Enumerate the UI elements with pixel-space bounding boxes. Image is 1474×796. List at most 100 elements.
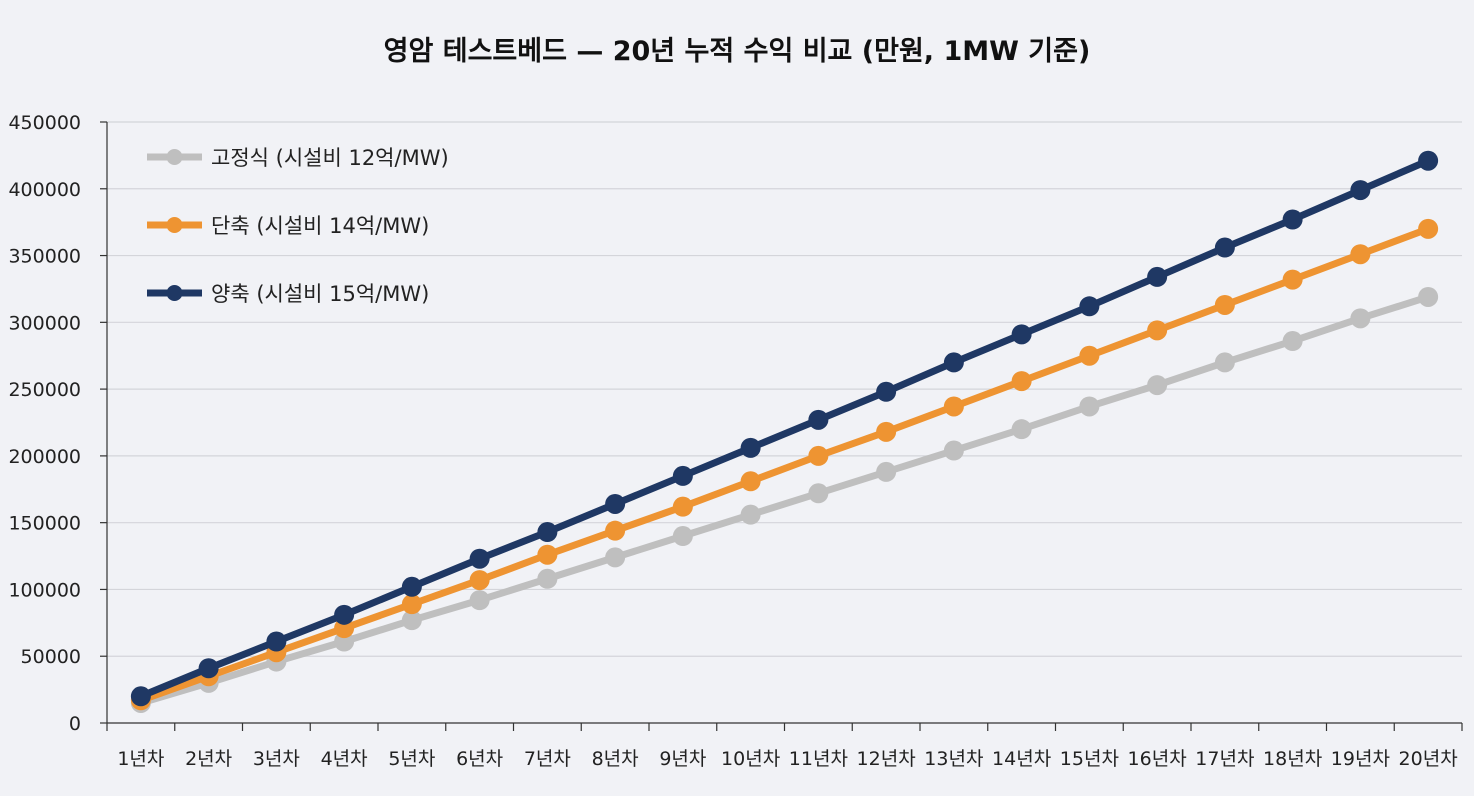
y-tick-label: 0 bbox=[69, 713, 81, 735]
y-tick-label: 200000 bbox=[8, 446, 81, 468]
data-point bbox=[1418, 286, 1439, 307]
data-point bbox=[1214, 237, 1235, 258]
data-point bbox=[537, 544, 558, 565]
data-point bbox=[130, 686, 151, 707]
y-tick-label: 100000 bbox=[8, 579, 81, 601]
data-point bbox=[605, 520, 626, 541]
data-point bbox=[943, 440, 964, 461]
x-tick-label: 6년차 bbox=[456, 748, 503, 770]
data-point bbox=[808, 483, 829, 504]
series-lines bbox=[130, 150, 1439, 713]
x-tick-label: 11년차 bbox=[789, 748, 848, 770]
data-point bbox=[1079, 396, 1100, 417]
data-point bbox=[401, 610, 422, 631]
data-point bbox=[876, 381, 897, 402]
data-point bbox=[1282, 269, 1303, 290]
data-point bbox=[876, 421, 897, 442]
x-tick-label: 15년차 bbox=[1060, 748, 1119, 770]
x-tick-label: 3년차 bbox=[253, 748, 300, 770]
data-point bbox=[876, 461, 897, 482]
series-line bbox=[137, 157, 1432, 700]
data-point bbox=[1011, 371, 1032, 392]
series-1 bbox=[130, 286, 1439, 713]
x-tick-label: 17년차 bbox=[1195, 748, 1254, 770]
data-point bbox=[1079, 296, 1100, 317]
data-point bbox=[943, 396, 964, 417]
data-point bbox=[1147, 266, 1168, 287]
data-point bbox=[740, 471, 761, 492]
x-tick-label: 20년차 bbox=[1399, 748, 1458, 770]
y-tick-label: 150000 bbox=[8, 513, 81, 535]
legend-swatch-marker bbox=[166, 217, 183, 233]
legend-swatch-marker bbox=[166, 285, 183, 301]
data-point bbox=[808, 409, 829, 430]
y-tick-label: 450000 bbox=[8, 112, 81, 134]
data-point bbox=[1418, 218, 1439, 239]
legend-item: 양축 (시설비 15억/MW) bbox=[147, 282, 429, 306]
legend-label: 고정식 (시설비 12억/MW) bbox=[211, 146, 449, 170]
data-point bbox=[1418, 150, 1439, 171]
x-tick-label: 9년차 bbox=[659, 748, 706, 770]
data-point bbox=[672, 465, 693, 486]
x-tick-label: 10년차 bbox=[721, 748, 780, 770]
data-point bbox=[1147, 375, 1168, 396]
gridlines bbox=[107, 121, 1462, 657]
data-point bbox=[1147, 320, 1168, 341]
y-tick-label: 250000 bbox=[8, 379, 81, 401]
data-point bbox=[469, 590, 490, 611]
y-tick-label: 50000 bbox=[21, 646, 81, 668]
x-tick-label: 12년차 bbox=[857, 748, 916, 770]
data-point bbox=[1350, 180, 1371, 201]
data-point bbox=[537, 568, 558, 589]
data-point bbox=[1350, 308, 1371, 329]
data-point bbox=[334, 604, 355, 625]
data-point bbox=[401, 576, 422, 597]
y-tick-label: 400000 bbox=[8, 179, 81, 201]
x-tick-label: 1년차 bbox=[117, 748, 164, 770]
data-point bbox=[1011, 419, 1032, 440]
data-point bbox=[605, 547, 626, 568]
data-point bbox=[672, 526, 693, 547]
x-tick-label: 2년차 bbox=[185, 748, 232, 770]
series-line bbox=[137, 225, 1432, 704]
data-point bbox=[1214, 294, 1235, 315]
x-tick-label: 19년차 bbox=[1331, 748, 1390, 770]
x-tick-label: 14년차 bbox=[992, 748, 1051, 770]
legend: 고정식 (시설비 12억/MW) 단축 (시설비 14억/MW) 양축 (시설비 1… bbox=[147, 146, 449, 306]
x-tick-label: 5년차 bbox=[388, 748, 435, 770]
data-point bbox=[1350, 244, 1371, 265]
data-point bbox=[740, 504, 761, 525]
data-point bbox=[1079, 345, 1100, 366]
legend-item: 고정식 (시설비 12억/MW) bbox=[147, 146, 449, 170]
axes: 0 50000 100000 150000 200000 250000 300000 3500… bbox=[8, 112, 1463, 770]
data-point bbox=[1214, 352, 1235, 373]
data-point bbox=[808, 445, 829, 466]
y-tick-label: 350000 bbox=[8, 246, 81, 268]
legend-label: 양축 (시설비 15억/MW) bbox=[211, 282, 429, 306]
data-point bbox=[1282, 331, 1303, 352]
data-point bbox=[537, 522, 558, 543]
data-point bbox=[1282, 209, 1303, 230]
data-point bbox=[401, 594, 422, 615]
legend-item: 단축 (시설비 14억/MW) bbox=[147, 214, 429, 238]
data-point bbox=[605, 493, 626, 514]
data-point bbox=[469, 570, 490, 591]
x-tick-label: 4년차 bbox=[321, 748, 368, 770]
x-tick-label: 13년차 bbox=[924, 748, 983, 770]
y-tick-label: 300000 bbox=[8, 312, 81, 334]
data-point bbox=[266, 631, 287, 652]
data-point bbox=[198, 658, 219, 679]
series-line bbox=[137, 293, 1432, 707]
chart-title: 영암 테스트베드 — 20년 누적 수익 비교 (만원, 1MW 기준) bbox=[384, 36, 1091, 67]
x-tick-label: 7년차 bbox=[524, 748, 571, 770]
x-tick-label: 18년차 bbox=[1263, 748, 1322, 770]
series-2 bbox=[130, 218, 1439, 711]
data-point bbox=[1011, 324, 1032, 345]
x-tick-label: 8년차 bbox=[592, 748, 639, 770]
data-point bbox=[943, 352, 964, 373]
data-point bbox=[740, 437, 761, 458]
legend-label: 단축 (시설비 14억/MW) bbox=[211, 214, 429, 238]
data-point bbox=[469, 548, 490, 569]
